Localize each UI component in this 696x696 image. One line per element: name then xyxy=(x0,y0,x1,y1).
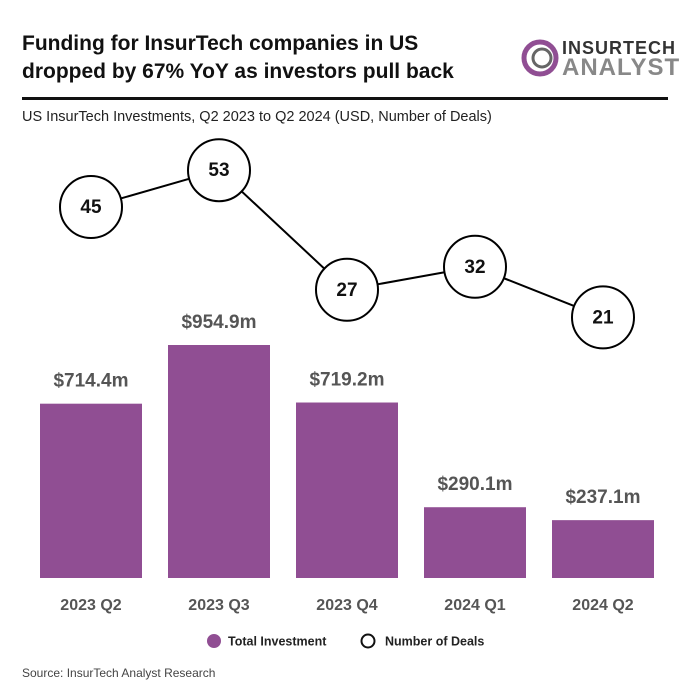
bar xyxy=(40,403,142,578)
logo-top: INSURTECH xyxy=(562,38,677,58)
logo: INSURTECH ANALYST xyxy=(520,38,680,81)
x-tick-label: 2024 Q1 xyxy=(444,597,505,614)
deals-label: 27 xyxy=(336,280,357,301)
x-tick-label: 2024 Q2 xyxy=(572,597,633,614)
value-label: $290.1m xyxy=(437,474,512,495)
logo-bottom: ANALYST xyxy=(562,54,681,81)
legend-swatch xyxy=(360,633,376,649)
deals-marker xyxy=(443,234,507,299)
legend-swatch xyxy=(207,634,221,648)
x-tick-label: 2023 Q2 xyxy=(60,597,121,614)
subtitle: US InsurTech Investments, Q2 2023 to Q2 … xyxy=(22,109,492,125)
x-tick-label: 2023 Q4 xyxy=(316,597,377,614)
bar xyxy=(552,520,654,578)
source: Source: InsurTech Analyst Research xyxy=(22,666,216,680)
deals-label: 32 xyxy=(464,257,485,278)
deals-marker xyxy=(59,175,123,239)
deals-label: 21 xyxy=(592,307,614,328)
divider xyxy=(22,97,668,100)
deals-marker xyxy=(571,285,635,350)
x-tick-label: 2023 Q3 xyxy=(188,597,249,614)
deals-label: 45 xyxy=(80,197,102,218)
value-label: $954.9m xyxy=(181,312,256,333)
bar xyxy=(424,507,526,578)
chart-title: Funding for InsurTech companies in US dr… xyxy=(22,32,454,83)
deals-label: 53 xyxy=(208,160,229,181)
value-label: $237.1m xyxy=(565,487,640,508)
legend-label: Total Investment xyxy=(228,634,327,648)
value-label: $719.2m xyxy=(309,370,384,391)
bar xyxy=(296,402,398,578)
deals-marker xyxy=(187,138,251,203)
logo-icon xyxy=(521,39,559,77)
legend-label: Number of Deals xyxy=(385,634,484,648)
deals-marker xyxy=(315,257,379,322)
value-label: $714.4m xyxy=(53,371,128,392)
bar xyxy=(168,345,270,578)
